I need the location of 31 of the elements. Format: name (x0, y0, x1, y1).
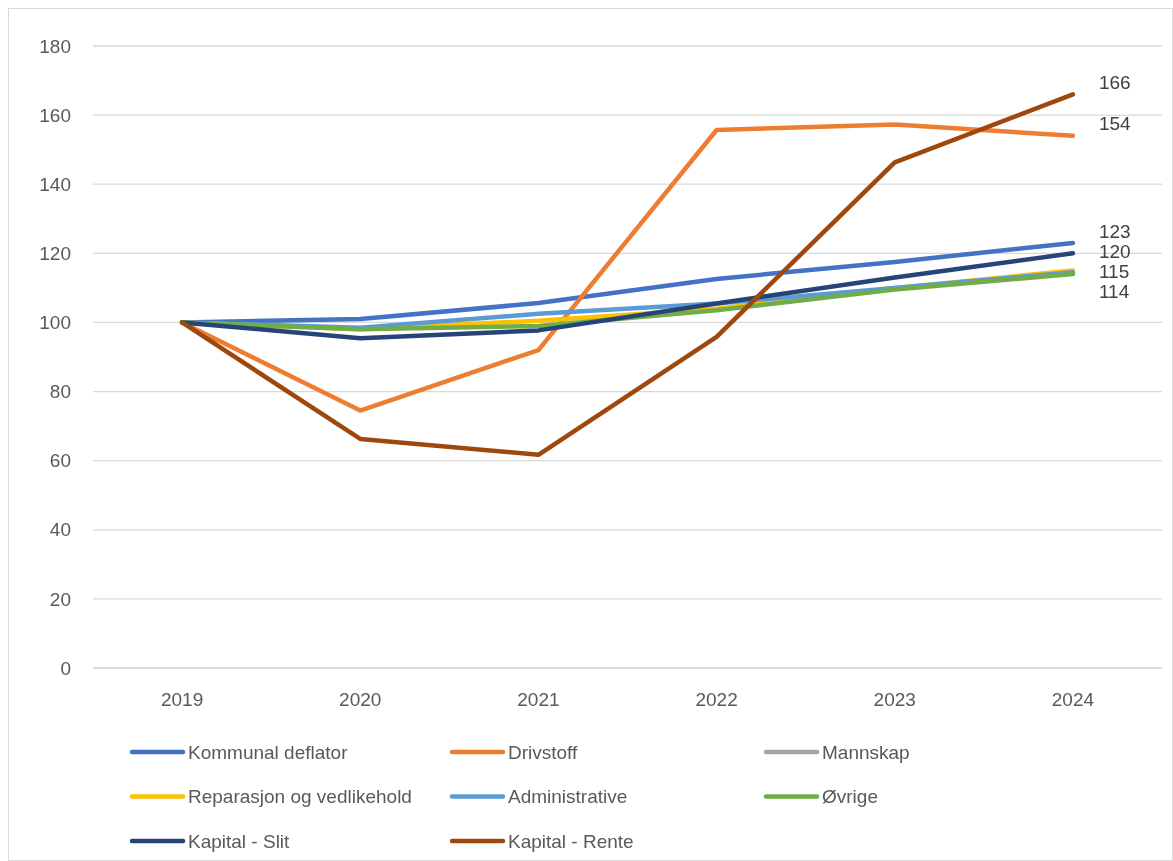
data-label: 154 (1098, 113, 1132, 135)
line-series (179, 92, 1076, 458)
data-label: 114 (1098, 280, 1130, 302)
y-tick-label: 120 (39, 242, 71, 264)
x-tick-label: 2023 (873, 689, 916, 710)
y-tick-label: 40 (49, 519, 71, 541)
data-label: 166 (1098, 72, 1131, 94)
data-label: 115 (1098, 260, 1130, 282)
y-tick-label: 160 (39, 104, 71, 126)
legend-label: Reparasjon og vedlikehold (188, 786, 412, 808)
x-tick-label: 2022 (695, 689, 738, 710)
legend-label: Øvrige (822, 786, 878, 808)
y-tick-label: 60 (49, 450, 71, 472)
legend-label: Mannskap (822, 741, 910, 763)
legend-label: Kommunal deflator (188, 741, 349, 763)
legend-label: Drivstoff (508, 741, 579, 763)
x-tick-label: 2021 (517, 689, 560, 710)
legend-label: Kapital - Rente (508, 830, 634, 852)
y-tick-label: 180 (39, 35, 71, 57)
x-tick-label: 2019 (160, 689, 204, 710)
y-tick-label: 140 (39, 173, 71, 195)
legend-label: Kapital - Slit (188, 830, 291, 852)
y-tick-label: 20 (49, 588, 71, 610)
y-tick-label: 80 (49, 381, 71, 403)
x-tick-label: 2024 (1051, 689, 1095, 710)
y-tick-label: 100 (39, 312, 71, 334)
data-label: 123 (1098, 220, 1131, 242)
legend-label: Administrative (508, 786, 628, 808)
y-tick-label: 0 (60, 657, 71, 679)
data-label: 120 (1098, 240, 1131, 262)
x-tick-label: 2020 (339, 689, 382, 710)
